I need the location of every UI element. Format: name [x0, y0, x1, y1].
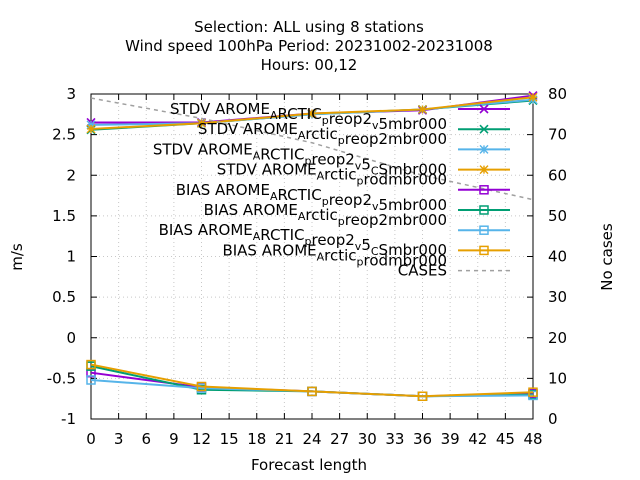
x-tick-label: 18: [247, 430, 266, 448]
legend-marker: [479, 124, 489, 134]
legend-label: STDV AROMEArcticprodmbr000: [217, 161, 447, 189]
x-tick-label: 42: [468, 430, 487, 448]
y-tick-label: -1: [61, 410, 76, 428]
data-point: [307, 386, 317, 397]
x-tick-label: 9: [169, 430, 179, 448]
y-tick-label: 0.5: [52, 288, 76, 306]
y-tick-label: 1.5: [52, 207, 76, 225]
legend-item: BIAS AROMEArcticprodmbr000: [222, 241, 510, 269]
legend-marker: [479, 205, 489, 215]
data-point: [86, 359, 96, 370]
legend-item: STDV AROMEARCTICpreop2v5CSmbr000: [153, 140, 510, 178]
y2-tick-label: 20: [548, 329, 567, 347]
series-4: [86, 92, 538, 134]
x-tick-labels: 0 3 6 9 12 15 18 21 24 27 30 33 36 39 42 45 48: [86, 430, 542, 448]
legend-marker: [479, 225, 489, 235]
title-line-3: Hours: 00,12: [261, 56, 358, 74]
legend-label: STDV AROMEARCTICpreop2v5CSmbr000: [153, 140, 447, 178]
data-point: [197, 118, 206, 128]
y-tick-label: 3: [66, 85, 76, 103]
x-tick-label: 30: [358, 430, 377, 448]
y2-tick-label: 10: [548, 369, 567, 387]
x-tick-label: 36: [413, 430, 432, 448]
y2-tick-label: 30: [548, 288, 567, 306]
legend-marker: [479, 165, 489, 175]
x-tick-label: 6: [141, 430, 151, 448]
x-tick-label: 15: [220, 430, 239, 448]
y2-tick-label: 50: [548, 207, 567, 225]
y-tick-label: 1: [66, 248, 76, 266]
y-axis-label: m/s: [8, 243, 26, 271]
legend-label: BIAS AROMEArcticpreop2mbr000: [204, 201, 447, 229]
series-8: [86, 359, 538, 401]
x-tick-label: 45: [496, 430, 515, 448]
series-line: [90, 363, 534, 398]
y2-tick-label: 70: [548, 126, 567, 144]
data-point: [86, 124, 96, 134]
y2-tick-labels: 80 70 60 50 40 30 20 10 0: [548, 85, 567, 428]
data-point: [418, 104, 427, 114]
legend-item: STDV AROMEArcticprodmbr000: [217, 161, 510, 189]
plot-frame: [90, 93, 534, 420]
legend-marker: [479, 144, 489, 154]
data-point: [86, 375, 96, 385]
legend-label: BIAS AROMEARCTICpreop2v5mbr000: [176, 181, 447, 214]
data-point: [86, 120, 96, 130]
series-layer: [86, 91, 538, 401]
y2-axis-label: No cases: [598, 223, 616, 291]
legend-marker: [479, 245, 489, 256]
y2-tick-label: 80: [548, 85, 567, 103]
title-line-1: Selection: ALL using 8 stations: [194, 18, 424, 36]
legend-item: BIAS AROMEARCTICpreop2v5CSmbr000: [159, 221, 510, 259]
legend-label: BIAS AROMEARCTICpreop2v5CSmbr000: [159, 221, 447, 259]
y-tick-label: 2: [66, 166, 76, 184]
series-line: [90, 97, 534, 201]
chart-title: Selection: ALL using 8 stations Wind spe…: [125, 18, 493, 74]
data-point: [196, 381, 207, 392]
legend-marker: [479, 185, 489, 195]
series-9: [90, 97, 534, 201]
x-tick-label: 0: [86, 430, 96, 448]
x-tick-label: 27: [330, 430, 349, 448]
y2-tick-label: 0: [548, 410, 558, 428]
legend-label: STDV AROMEArcticpreop2mbr000: [198, 120, 447, 148]
x-tick-label: 21: [275, 430, 294, 448]
legend-item: BIAS AROMEARCTICpreop2v5mbr000: [176, 181, 510, 214]
grid: [91, 94, 533, 419]
x-tick-label: 48: [523, 430, 542, 448]
x-tick-label: 33: [385, 430, 404, 448]
data-point: [307, 109, 317, 118]
x-axis-label: Forecast length: [251, 456, 367, 474]
y-tick-label: 0: [66, 329, 76, 347]
x-tick-label: 12: [192, 430, 211, 448]
y2-tick-label: 60: [548, 166, 567, 184]
legend-label: STDV AROMEARCTICpreop2v5mbr000: [170, 100, 447, 133]
legend-item: STDV AROMEARCTICpreop2v5mbr000: [170, 100, 510, 133]
y-tick-labels: 3 2.5 2 1.5 1 0.5 0 -0.5 -1: [47, 85, 76, 428]
x-tick-label: 3: [114, 430, 124, 448]
data-point: [417, 391, 428, 401]
legend-label: CASES: [398, 262, 447, 280]
legend-item: BIAS AROMEArcticpreop2mbr000: [204, 201, 510, 229]
legend-marker: [479, 104, 489, 114]
data-point: [528, 92, 538, 102]
legend-label: BIAS AROMEArcticprodmbr000: [222, 241, 447, 269]
x-tick-label: 24: [302, 430, 321, 448]
title-line-2: Wind speed 100hPa Period: 20231002-20231…: [125, 37, 493, 55]
x-tick-label: 39: [441, 430, 460, 448]
legend-item: CASES: [398, 262, 510, 280]
legend-item: STDV AROMEArcticpreop2mbr000: [198, 120, 510, 148]
data-point: [528, 387, 538, 397]
y2-tick-label: 40: [548, 248, 567, 266]
y-tick-label: -0.5: [47, 369, 76, 387]
y-tick-label: 2.5: [52, 126, 76, 144]
